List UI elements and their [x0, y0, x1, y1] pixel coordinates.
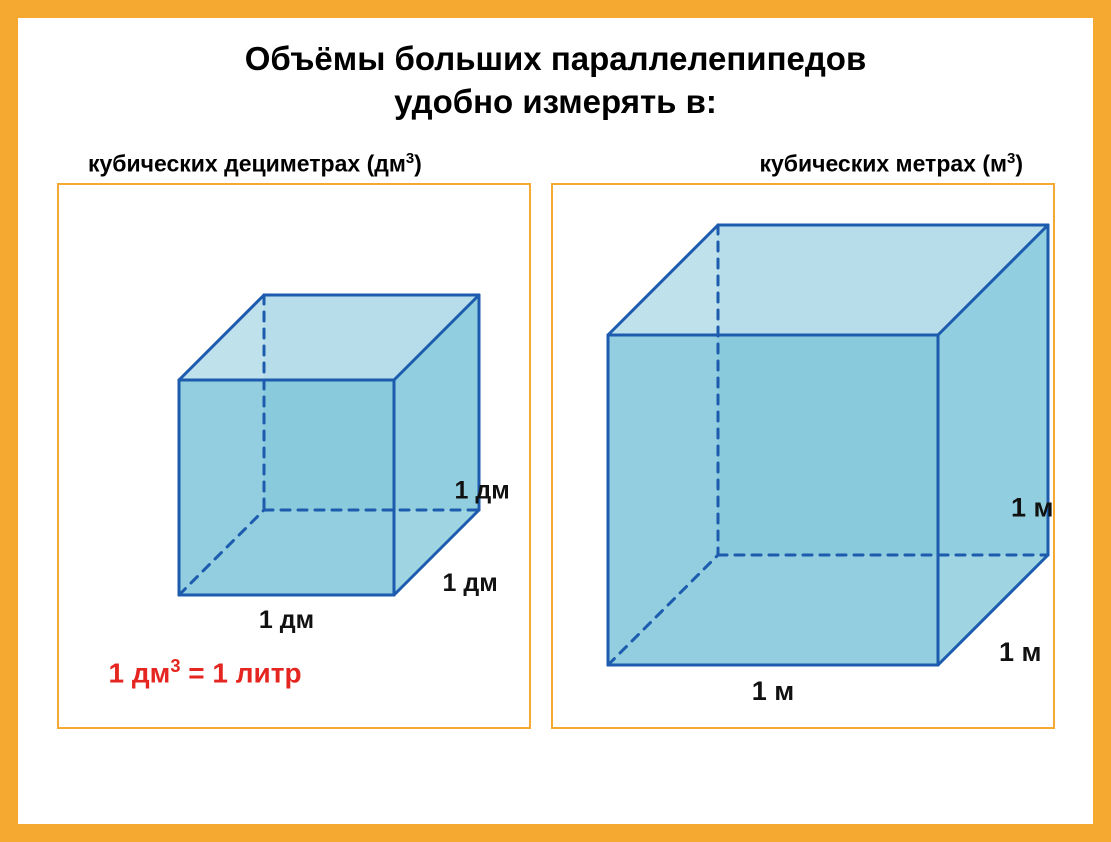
- subtitle-left: кубических дециметрах (дм3): [88, 150, 422, 178]
- svg-text:1 дм: 1 дм: [258, 606, 313, 634]
- main-title: Объёмы больших параллелепипедов удобно и…: [58, 38, 1053, 124]
- svg-text:1 м: 1 м: [999, 637, 1042, 667]
- subtitle-left-text: кубических дециметрах (дм: [88, 150, 406, 176]
- svg-text:1 дм: 1 дм: [442, 569, 497, 597]
- subtitle-left-close: ): [414, 150, 422, 176]
- equation-dm3-liter: 1 дм3 = 1 литр: [109, 656, 302, 689]
- page-frame: Объёмы больших параллелепипедов удобно и…: [0, 0, 1111, 842]
- panel-m3: 1 м 1 м 1 м: [551, 183, 1055, 729]
- cube-diagram-dm: 1 дм 1 дм 1 дм: [59, 185, 529, 727]
- subtitle-right-close: ): [1015, 150, 1023, 176]
- title-line-1: Объёмы больших параллелепипедов: [58, 38, 1053, 81]
- svg-text:1 дм: 1 дм: [454, 477, 509, 505]
- superscript-3: 3: [406, 150, 414, 167]
- content-area: Объёмы больших параллелепипедов удобно и…: [18, 18, 1093, 739]
- subtitle-right-text: кубических метрах (м: [759, 150, 1007, 176]
- svg-text:1 м: 1 м: [751, 676, 794, 706]
- subtitle-row: кубических дециметрах (дм3) кубических м…: [58, 150, 1053, 184]
- title-line-2: удобно измерять в:: [58, 81, 1053, 124]
- subtitle-right: кубических метрах (м3): [759, 150, 1023, 178]
- panel-dm3: 1 дм 1 дм 1 дм 1 дм3 = 1 литр: [57, 183, 531, 729]
- svg-text:1 м: 1 м: [1011, 493, 1053, 523]
- cube-diagram-m: 1 м 1 м 1 м: [553, 185, 1053, 727]
- panels-row: 1 дм 1 дм 1 дм 1 дм3 = 1 литр 1 м 1 м 1 м: [58, 183, 1053, 729]
